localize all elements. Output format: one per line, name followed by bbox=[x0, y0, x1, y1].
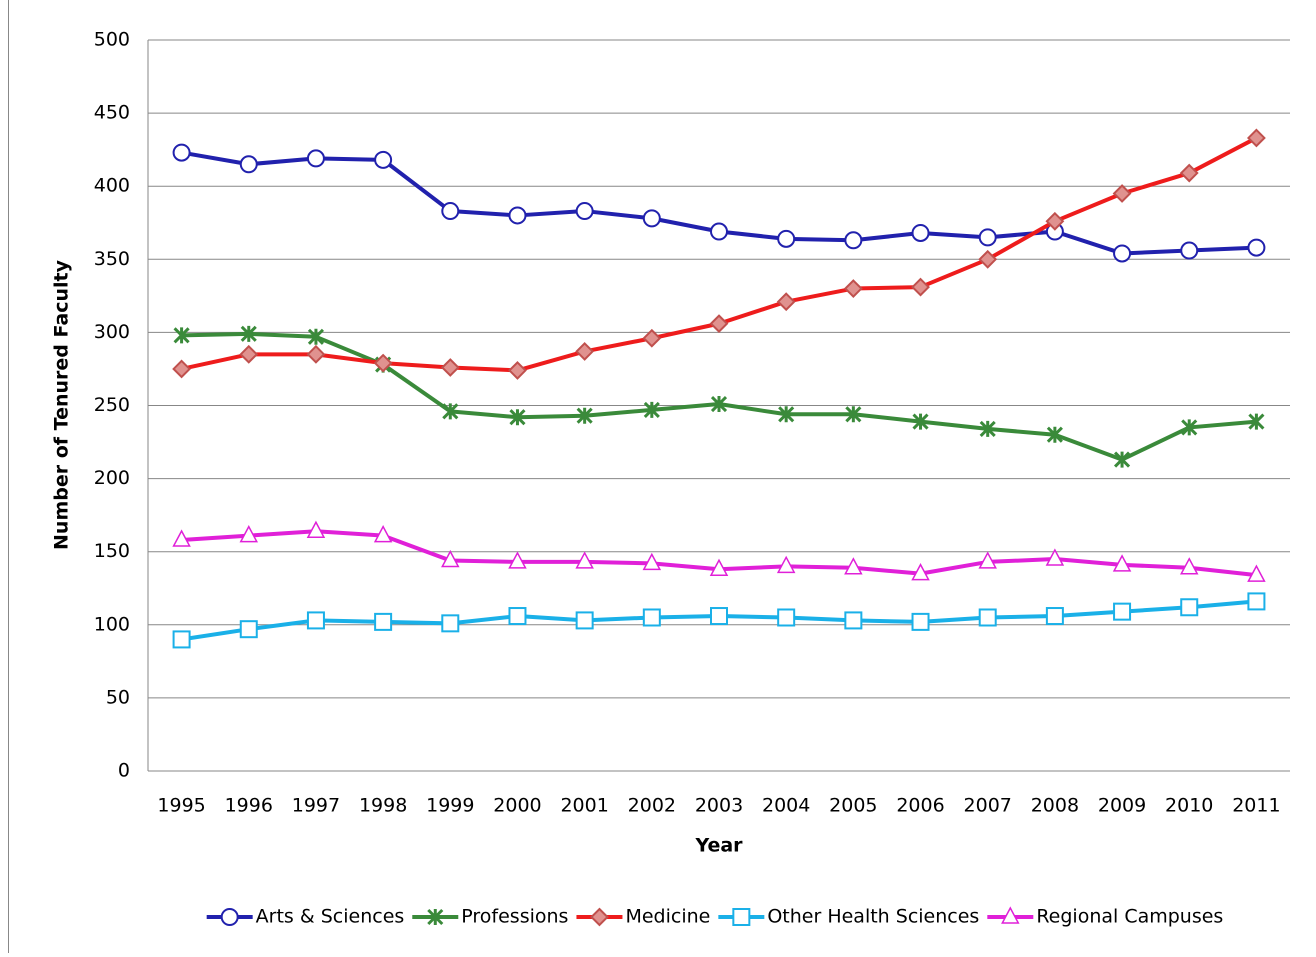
x-tick-label: 1995 bbox=[157, 795, 205, 817]
data-point bbox=[174, 631, 190, 647]
data-point bbox=[174, 145, 190, 161]
data-point bbox=[442, 615, 458, 631]
legend-label: Medicine bbox=[625, 906, 710, 928]
data-point bbox=[1114, 245, 1130, 261]
y-tick-label: 500 bbox=[94, 29, 130, 51]
data-point bbox=[1248, 240, 1264, 256]
data-point bbox=[577, 203, 593, 219]
data-point bbox=[308, 612, 324, 628]
data-point bbox=[375, 152, 391, 168]
x-tick-label: 1997 bbox=[292, 795, 340, 817]
y-tick-label: 50 bbox=[106, 686, 130, 708]
x-tick-label: 2009 bbox=[1098, 795, 1146, 817]
y-tick-label: 200 bbox=[94, 467, 130, 489]
x-tick-label: 2003 bbox=[695, 795, 743, 817]
legend-label: Other Health Sciences bbox=[767, 906, 979, 928]
data-point bbox=[241, 156, 257, 172]
data-point bbox=[1047, 608, 1063, 624]
data-point bbox=[375, 614, 391, 630]
x-tick-label: 2002 bbox=[628, 795, 676, 817]
x-axis-title: Year bbox=[694, 835, 743, 857]
y-tick-label: 350 bbox=[94, 248, 130, 270]
data-point bbox=[778, 231, 794, 247]
legend-label: Regional Campuses bbox=[1036, 906, 1223, 928]
data-point bbox=[845, 612, 861, 628]
legend-marker bbox=[222, 909, 238, 925]
y-tick-label: 300 bbox=[94, 321, 130, 343]
data-point bbox=[509, 608, 525, 624]
x-tick-label: 2006 bbox=[896, 795, 944, 817]
legend-label: Arts & Sciences bbox=[256, 906, 405, 928]
legend-label: Professions bbox=[461, 906, 568, 928]
data-point bbox=[577, 612, 593, 628]
data-point bbox=[241, 621, 257, 637]
data-point bbox=[644, 210, 660, 226]
x-tick-label: 2005 bbox=[829, 795, 877, 817]
x-tick-label: 1999 bbox=[426, 795, 474, 817]
y-tick-label: 0 bbox=[118, 760, 130, 782]
data-point bbox=[1181, 599, 1197, 615]
data-point bbox=[308, 150, 324, 166]
x-tick-label: 2004 bbox=[762, 795, 810, 817]
y-tick-label: 250 bbox=[94, 394, 130, 416]
data-point bbox=[778, 609, 794, 625]
x-tick-label: 2007 bbox=[964, 795, 1012, 817]
y-tick-label: 400 bbox=[94, 175, 130, 197]
data-point bbox=[845, 232, 861, 248]
y-tick-label: 150 bbox=[94, 540, 130, 562]
data-point bbox=[980, 609, 996, 625]
data-point bbox=[913, 614, 929, 630]
x-tick-label: 2010 bbox=[1165, 795, 1213, 817]
x-tick-label: 1998 bbox=[359, 795, 407, 817]
data-point bbox=[442, 203, 458, 219]
x-tick-label: 2011 bbox=[1232, 795, 1280, 817]
data-point bbox=[644, 609, 660, 625]
legend-marker bbox=[733, 909, 749, 925]
data-point bbox=[980, 229, 996, 245]
data-point bbox=[711, 224, 727, 240]
y-tick-label: 450 bbox=[94, 102, 130, 124]
data-point bbox=[711, 608, 727, 624]
data-point bbox=[1181, 243, 1197, 259]
data-point bbox=[1248, 593, 1264, 609]
y-axis-title: Number of Tenured Faculty bbox=[51, 259, 73, 550]
y-tick-label: 100 bbox=[94, 613, 130, 635]
x-tick-label: 2000 bbox=[493, 795, 541, 817]
data-point bbox=[913, 225, 929, 241]
x-tick-label: 1996 bbox=[225, 795, 273, 817]
x-tick-label: 2008 bbox=[1031, 795, 1079, 817]
data-point bbox=[1114, 604, 1130, 620]
x-tick-label: 2001 bbox=[560, 795, 608, 817]
data-point bbox=[509, 207, 525, 223]
